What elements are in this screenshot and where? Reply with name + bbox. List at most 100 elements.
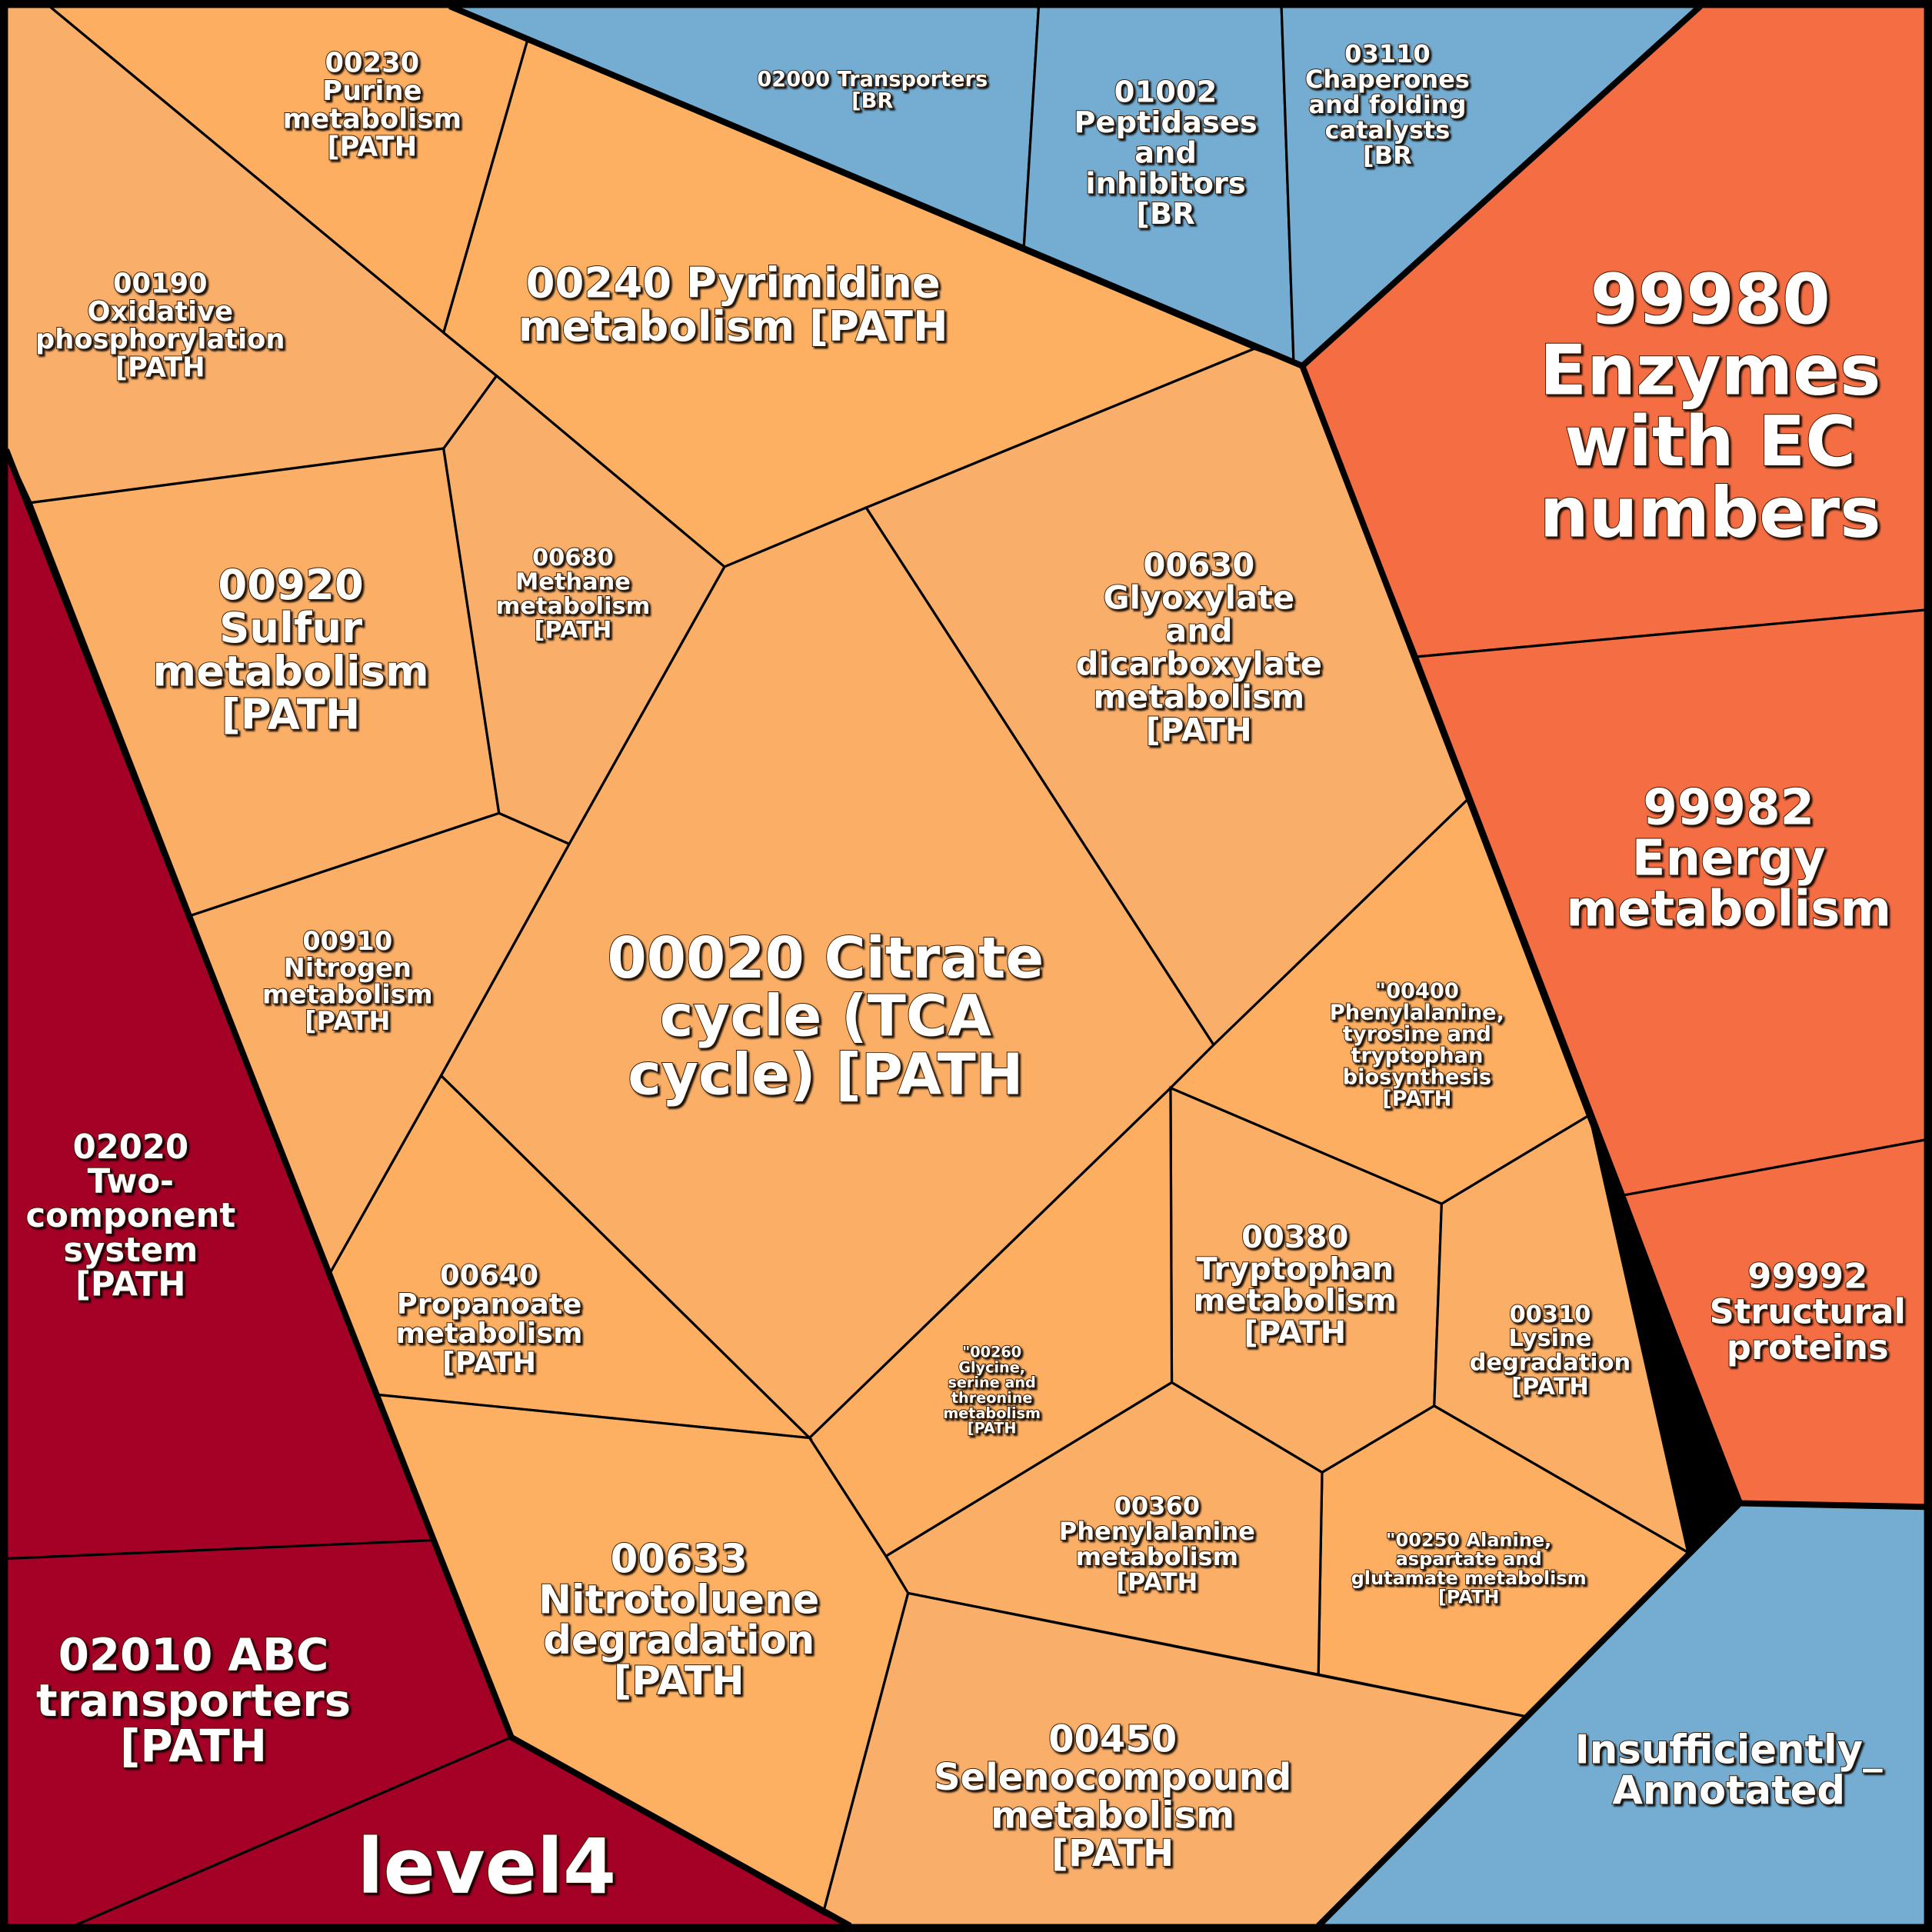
label-line: metabolism bbox=[943, 1404, 1041, 1421]
label-line: 00240 Pyrimidine bbox=[526, 258, 941, 308]
label-03110: 03110 Chaperones and folding catalysts [BR bbox=[1305, 39, 1470, 170]
label-line: Glycine, bbox=[958, 1358, 1025, 1376]
label-line: 99992 bbox=[1747, 1255, 1867, 1296]
label-line: [BR bbox=[851, 88, 893, 112]
label-line: 00190 bbox=[113, 268, 208, 299]
label-line: metabolism [PATH bbox=[518, 301, 948, 351]
label-line: aspartate and bbox=[1396, 1548, 1542, 1570]
label-line: 02020 bbox=[73, 1128, 188, 1167]
label-00260: "00260 Glycine, serine and threonine metabol… bbox=[943, 1343, 1041, 1437]
label-line: 01002 bbox=[1114, 75, 1217, 109]
label-00640: 00640 Propanoate metabolism [PATH bbox=[396, 1258, 583, 1379]
label-line: cycle) [PATH bbox=[628, 1042, 1023, 1108]
label-line: Methane bbox=[515, 568, 631, 595]
label-line: Glyoxylate bbox=[1103, 578, 1294, 616]
label-line: "00250 Alanine, bbox=[1386, 1529, 1551, 1551]
label-line: metabolism bbox=[1076, 1542, 1238, 1571]
label-00360: 00360 Phenylalanine metabolism [PATH bbox=[1059, 1491, 1255, 1597]
label-line: cycle (TCA bbox=[660, 984, 991, 1049]
label-line: Phenylalanine bbox=[1059, 1517, 1255, 1546]
label-line: metabolism bbox=[991, 1794, 1234, 1837]
label-line: metabolism bbox=[1093, 678, 1304, 715]
label-line: biosynthesis bbox=[1343, 1065, 1491, 1089]
label-line: Enzymes bbox=[1540, 331, 1881, 411]
label-00230: 00230 Purine metabolism [PATH bbox=[283, 47, 462, 162]
label-line: and bbox=[1165, 611, 1233, 649]
group-border-insufficient bbox=[1316, 1501, 1742, 1928]
label-line: Sulfur bbox=[219, 603, 362, 652]
label-line: metabolism bbox=[1194, 1284, 1397, 1319]
label-line: [PATH bbox=[305, 1006, 390, 1036]
label-00920: 00920 Sulfur metabolism [PATH bbox=[152, 560, 428, 738]
label-line: 00360 bbox=[1114, 1491, 1200, 1521]
label-00630: 00630 Glyoxylate and dicarboxylate metabolis… bbox=[1076, 545, 1322, 748]
label-line: [PATH bbox=[442, 1346, 536, 1379]
label-99980: 99980 Enzymes with EC numbers bbox=[1540, 260, 1881, 553]
label-line: numbers bbox=[1540, 473, 1881, 553]
label-line: [PATH bbox=[1116, 1567, 1198, 1597]
label-00450: 00450 Selenocompound metabolism [PATH bbox=[934, 1718, 1291, 1876]
label-line: degradation bbox=[1470, 1349, 1631, 1376]
label-01002: 01002 Peptidases and inhibitors [BR bbox=[1074, 75, 1257, 231]
label-line: Peptidases bbox=[1074, 105, 1257, 140]
label-line: transporters bbox=[36, 1674, 351, 1727]
label-line: [PATH bbox=[1244, 1315, 1346, 1351]
label-line: Insufficiently_ bbox=[1575, 1727, 1883, 1774]
label-line: [PATH bbox=[968, 1419, 1017, 1437]
label-line: metabolism bbox=[496, 592, 651, 619]
label-line: catalysts bbox=[1324, 115, 1450, 145]
label-line: and bbox=[1134, 135, 1197, 170]
label-line: 00630 bbox=[1143, 545, 1254, 583]
label-line: serine and bbox=[948, 1374, 1035, 1391]
label-line: 02000 Transporters bbox=[757, 67, 988, 91]
label-line: metabolism bbox=[262, 979, 433, 1009]
label-line: [PATH bbox=[1382, 1087, 1451, 1111]
label-00400: "00400 Phenylalanine, tyrosine and tryptoph… bbox=[1330, 979, 1504, 1111]
label-line: phosphorylation bbox=[35, 324, 285, 355]
label-insufficiently-annotated: Insufficiently_ Annotated bbox=[1575, 1727, 1883, 1814]
label-line: 00680 bbox=[532, 545, 614, 571]
label-line: Nitrogen bbox=[284, 952, 411, 982]
label-line: Chaperones bbox=[1305, 65, 1470, 94]
label-00190: 00190 Oxidative phosphorylation [PATH bbox=[35, 268, 285, 383]
label-line: [PATH bbox=[1438, 1587, 1500, 1608]
label-line: [PATH bbox=[535, 617, 612, 644]
label-line: [PATH bbox=[75, 1265, 185, 1304]
label-line: glutamate metabolism bbox=[1351, 1567, 1587, 1589]
label-line: Lysine bbox=[1508, 1325, 1591, 1352]
group-border-enzymes bbox=[1299, 365, 1927, 1511]
label-line: system bbox=[63, 1231, 198, 1270]
label-line: level4 bbox=[357, 1823, 616, 1911]
label-00020: 00020 Citrate cycle (TCA cycle) [PATH bbox=[607, 925, 1044, 1108]
label-line: Annotated bbox=[1612, 1768, 1845, 1814]
label-line: 00310 bbox=[1509, 1301, 1591, 1327]
label-line: tryptophan bbox=[1351, 1044, 1483, 1068]
label-00380: 00380 Tryptophan metabolism [PATH bbox=[1194, 1220, 1397, 1351]
label-line: "00400 bbox=[1375, 979, 1459, 1003]
label-00250: "00250 Alanine, aspartate and glutamate me… bbox=[1351, 1529, 1587, 1607]
label-99982: 99982 Energy metabolism bbox=[1566, 780, 1891, 938]
label-line: 00920 bbox=[218, 560, 363, 609]
label-02000: 02000 Transporters [BR bbox=[757, 67, 988, 112]
label-line: and folding bbox=[1308, 90, 1466, 119]
label-line: inhibitors bbox=[1085, 166, 1245, 201]
label-line: [BR bbox=[1136, 196, 1194, 231]
label-line: Structural bbox=[1709, 1291, 1905, 1331]
label-line: Selenocompound bbox=[934, 1756, 1291, 1799]
group-border-level4 bbox=[3, 448, 852, 1929]
label-line: 02010 ABC bbox=[58, 1628, 329, 1681]
label-line: 00230 bbox=[325, 47, 420, 78]
label-line: [PATH bbox=[115, 351, 205, 383]
label-line: metabolism bbox=[152, 646, 428, 695]
label-line: 00640 bbox=[440, 1258, 538, 1291]
label-00910: 00910 Nitrogen metabolism [PATH bbox=[262, 926, 433, 1036]
label-line: 00380 bbox=[1241, 1220, 1348, 1255]
label-line: [PATH bbox=[614, 1658, 744, 1704]
label-line: metabolism bbox=[1566, 881, 1891, 938]
label-line: proteins bbox=[1727, 1326, 1889, 1367]
label-level4: level4 bbox=[357, 1823, 616, 1911]
label-line: [PATH bbox=[327, 131, 417, 162]
label-02010: 02010 ABC transporters [PATH bbox=[36, 1628, 351, 1772]
label-line: 00910 bbox=[302, 926, 392, 956]
